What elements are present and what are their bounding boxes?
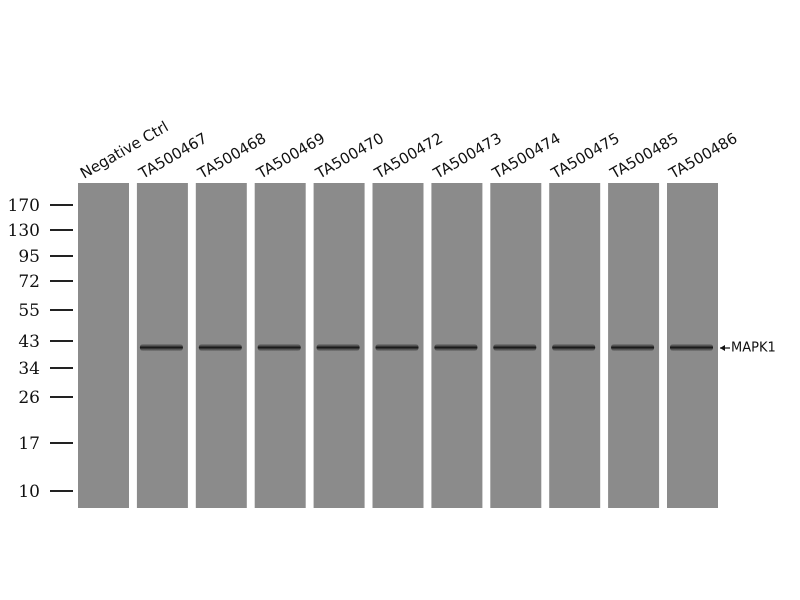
marker-label: 72 bbox=[18, 272, 40, 292]
marker-label: 17 bbox=[18, 434, 40, 454]
marker-label: 130 bbox=[8, 221, 40, 241]
marker-label: 170 bbox=[8, 196, 40, 216]
band bbox=[198, 344, 242, 351]
band bbox=[257, 344, 301, 351]
marker-label: 43 bbox=[18, 332, 40, 352]
band bbox=[552, 344, 596, 351]
marker-label: 55 bbox=[18, 301, 40, 321]
marker-label: 10 bbox=[18, 482, 40, 502]
marker-label: 34 bbox=[18, 359, 40, 379]
marker-label: 26 bbox=[18, 388, 40, 408]
arrow-head bbox=[720, 345, 725, 351]
band bbox=[434, 344, 478, 351]
band bbox=[493, 344, 537, 351]
band bbox=[316, 344, 360, 351]
band bbox=[139, 344, 183, 351]
lane bbox=[78, 183, 129, 508]
band-label: MAPK1 bbox=[731, 341, 776, 356]
band bbox=[375, 344, 419, 351]
band bbox=[611, 344, 655, 351]
band bbox=[670, 344, 713, 351]
marker-label: 95 bbox=[18, 247, 40, 267]
